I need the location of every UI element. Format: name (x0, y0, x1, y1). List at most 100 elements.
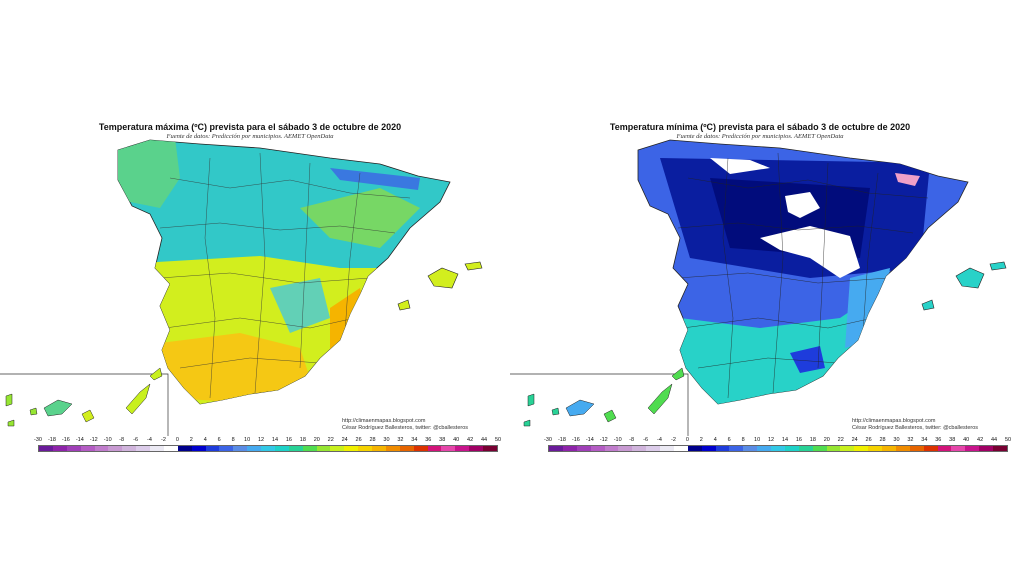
legend-swatch (483, 446, 497, 451)
legend-swatch (854, 446, 869, 451)
legend-tick-label: 8 (231, 437, 235, 443)
legend-tick-label: 38 (949, 437, 956, 443)
legend-swatch (108, 446, 123, 451)
legend-tick-label: -16 (571, 437, 580, 443)
legend-tick-label: 28 (369, 437, 376, 443)
legend-tick-label: 2 (699, 437, 703, 443)
legend-ticks: -30 -18 -16 -14 -12 -10 -8 -6 -4 -2 0 2 4 6 8 10 12 14 16 1… (544, 437, 1012, 445)
min-temperature-title: Temperatura mínima (ºC) prevista para el… (609, 122, 911, 132)
canary-lapalma-min (527, 393, 535, 407)
legend-swatch (94, 446, 109, 451)
legend-tick-label: 18 (809, 437, 816, 443)
legend-tick-label: -14 (585, 437, 594, 443)
galicia-warm-zone (118, 140, 180, 208)
legend-swatch (288, 446, 303, 451)
levante-mild-zone (845, 268, 890, 348)
min-temperature-map (510, 139, 1007, 436)
legend-swatch (344, 446, 359, 451)
legend-swatch (385, 446, 400, 451)
max-temperature-source: Fuente de datos: Predicción por municipi… (166, 133, 334, 140)
legend-tick-label: 50 (494, 437, 502, 443)
legend-swatch (965, 446, 980, 451)
legend-swatch (80, 446, 95, 451)
menorca-min (989, 261, 1007, 271)
legend-tick-label: -30 (34, 437, 42, 443)
legend-tick-label: 14 (781, 437, 789, 443)
legend-swatch (39, 446, 53, 451)
legend-swatch (868, 446, 882, 451)
legend-swatch (923, 446, 938, 451)
legend-swatch (771, 446, 785, 451)
legend-tick-label: 50 (1004, 437, 1012, 443)
legend-swatch (549, 446, 563, 451)
legend-swatch (743, 446, 758, 451)
legend-tick-label: -12 (89, 437, 98, 443)
canary-gomera-max (29, 407, 38, 416)
sierra-nevada-cold-zone (790, 346, 825, 373)
min-temperature-panel: Temperatura mínima (ºC) prevista para el… (510, 118, 1012, 458)
legend-tick-label: 0 (175, 437, 179, 443)
legend-tick-label: 2 (189, 437, 193, 443)
legend-tick-label: -8 (629, 437, 635, 443)
legend-tick-label: 32 (397, 437, 404, 443)
legend-tick-label: -10 (613, 437, 622, 443)
legend-tick-label: -4 (657, 437, 662, 443)
legend-swatch (469, 446, 483, 451)
legend-swatch (687, 446, 702, 451)
legend-tick-label: 44 (990, 437, 998, 443)
legend-swatch (150, 446, 164, 451)
pyrenees-cold-zone (330, 168, 420, 190)
legend-swatch (882, 446, 896, 451)
credit-author: César Rodríguez Ballesteros, twitter: @c… (852, 425, 979, 431)
legend-tick-label: 16 (795, 437, 802, 443)
canary-hierro-max (7, 419, 15, 427)
max-temperature-credit: http://climaenmapas.blogspot.com César R… (342, 418, 468, 432)
ibiza-min (921, 299, 935, 311)
legend-swatch (895, 446, 910, 451)
legend-tick-label: 36 (935, 437, 942, 443)
canary-lanzarote-min (671, 367, 685, 381)
legend-swatch (372, 446, 386, 451)
legend-swatch (826, 446, 841, 451)
frost-zone-3 (710, 158, 770, 174)
legend-swatch (455, 446, 470, 451)
min-temperature-credit: http://climaenmapas.blogspot.com César R… (852, 418, 978, 432)
legend-tick-label: 18 (299, 437, 306, 443)
legend-tick-label: -18 (557, 437, 566, 443)
canary-tenerife-min (565, 399, 595, 417)
legend-swatch (618, 446, 633, 451)
legend-tick-label: 36 (425, 437, 432, 443)
legend-swatch (937, 446, 952, 451)
legend-tick-label: 38 (439, 437, 446, 443)
legend-swatch (399, 446, 414, 451)
max-temperature-map (0, 139, 483, 436)
legend-swatch (562, 446, 577, 451)
legend-swatch (191, 446, 206, 451)
central-cool-zone (270, 278, 330, 333)
legend-tick-label: 30 (383, 437, 390, 443)
frost-zone-1 (785, 192, 820, 218)
legend-swatch (233, 446, 248, 451)
legend-swatch (358, 446, 372, 451)
legend-swatch (840, 446, 855, 451)
legend-swatch (993, 446, 1007, 451)
legend-tick-label: 10 (244, 437, 251, 443)
legend-tick-label: 32 (907, 437, 914, 443)
credit-author: César Rodríguez Ballesteros, twitter: @c… (342, 425, 469, 431)
legend-swatch (812, 446, 827, 451)
legend-tick-label: 24 (851, 437, 858, 443)
canary-gomera-min (551, 407, 560, 416)
legend-tick-label: -30 (544, 437, 552, 443)
legend-swatch (757, 446, 771, 451)
canary-grancanaria-min (603, 409, 617, 423)
temperature-legend-bar (38, 445, 498, 452)
legend-tick-label: 0 (685, 437, 689, 443)
canary-lapalma-max (5, 393, 13, 407)
legend-tick-label: 4 (203, 437, 207, 443)
legend-tick-label: 4 (713, 437, 717, 443)
legend-swatch (729, 446, 744, 451)
legend-tick-label: -6 (643, 437, 649, 443)
legend-tick-label: -6 (133, 437, 139, 443)
legend-swatch (163, 446, 178, 451)
menorca-max (464, 261, 483, 271)
